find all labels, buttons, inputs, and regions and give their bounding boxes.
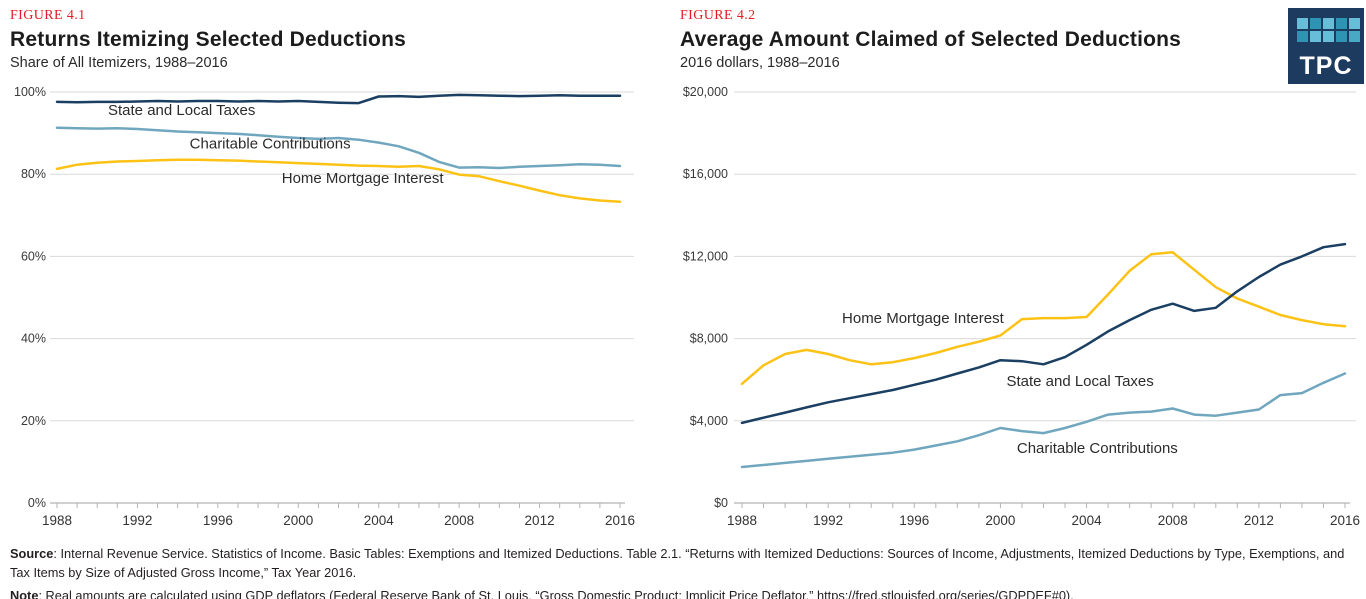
source-label: Source — [10, 546, 54, 561]
x-axis-tick-label: 2016 — [605, 513, 635, 528]
series-label-state-and-local-taxes: State and Local Taxes — [1006, 373, 1153, 390]
figure2-subtitle: 2016 dollars, 1988–2016 — [680, 55, 840, 71]
x-axis-tick-label: 2000 — [283, 513, 313, 528]
figure1-subtitle: Share of All Itemizers, 1988–2016 — [10, 55, 228, 71]
y-axis-tick-label: $20,000 — [683, 85, 728, 99]
series-label-charitable-contributions: Charitable Contributions — [190, 136, 351, 153]
y-axis-tick-label: $0 — [714, 496, 728, 510]
x-axis-tick-label: 2008 — [1158, 513, 1188, 528]
logo-square — [1336, 31, 1347, 42]
logo-square — [1336, 18, 1347, 29]
chart-average-amount-claimed: $0 $4,000 $8,000 $12,000 $16,000 $20,000 1988 1… — [678, 80, 1366, 542]
series-label-charitable-contributions: Charitable Contributions — [1017, 440, 1178, 457]
y-axis-tick-label: 0% — [28, 496, 46, 510]
chart-svg: $0 $4,000 $8,000 $12,000 $16,000 $20,000 1988 1… — [683, 85, 1360, 528]
y-axis-tick-label: 80% — [21, 167, 46, 181]
series-label-home-mortgage-interest: Home Mortgage Interest — [842, 310, 1005, 327]
footer-notes: Source: Internal Revenue Service. Statis… — [10, 545, 1358, 599]
x-axis-tick-label: 1996 — [203, 513, 233, 528]
figure2-header: FIGURE 4.2 Average Amount Claimed of Sel… — [680, 8, 1181, 71]
logo-square — [1297, 18, 1308, 29]
x-axis-tick-label: 1988 — [727, 513, 757, 528]
series-line-charitable-contributions — [740, 372, 1347, 469]
logo-square — [1349, 31, 1360, 42]
x-axis-tick-label: 1996 — [899, 513, 929, 528]
y-axis-tick-label: $16,000 — [683, 167, 728, 181]
figure2-title: Average Amount Claimed of Selected Deduc… — [680, 28, 1182, 51]
y-axis-tick-label: $8,000 — [690, 332, 728, 346]
logo-square — [1297, 31, 1308, 42]
figure1-header: FIGURE 4.1 Returns Itemizing Selected De… — [10, 8, 406, 71]
series-line-state-and-local-taxes — [55, 93, 622, 105]
series-label-home-mortgage-interest: Home Mortgage Interest — [282, 170, 445, 187]
y-axis-tick-label: $4,000 — [690, 414, 728, 428]
source-text: : Internal Revenue Service. Statistics o… — [10, 546, 1345, 580]
tpc-logo: TPC — [1288, 8, 1364, 84]
logo-square — [1349, 18, 1360, 29]
logo-square — [1310, 31, 1321, 42]
series-line-charitable-contributions — [55, 126, 622, 170]
x-axis-tick-label: 1992 — [122, 513, 152, 528]
x-axis-tick-label: 2008 — [444, 513, 474, 528]
deflator-note: Note: Real amounts are calculated using … — [10, 587, 1358, 599]
logo-square — [1310, 18, 1321, 29]
note-label: Note — [10, 588, 39, 599]
x-axis-tick-label: 2004 — [1072, 513, 1103, 528]
y-axis-tick-label: $12,000 — [683, 249, 728, 263]
figure1-title: Returns Itemizing Selected Deductions — [10, 28, 406, 51]
x-axis-tick-label: 2012 — [525, 513, 555, 528]
figure1-label: FIGURE 4.1 — [10, 8, 86, 23]
source-note: Source: Internal Revenue Service. Statis… — [10, 545, 1358, 582]
chart-svg: 0% 20% 40% 60% 80% 100% 1988 1992 1996 2000 2004 20… — [14, 85, 635, 528]
y-axis-tick-label: 20% — [21, 414, 46, 428]
x-axis-tick-label: 2000 — [985, 513, 1015, 528]
series-line-home-mortgage-interest — [740, 251, 1347, 386]
chart-returns-itemizing: 0% 20% 40% 60% 80% 100% 1988 1992 1996 2000 2004 20… — [0, 80, 672, 542]
tpc-logo-grid-icon — [1297, 18, 1360, 42]
tpc-logo-text: TPC — [1299, 52, 1353, 80]
x-axis-tick-label: 2004 — [364, 513, 395, 528]
logo-square — [1323, 31, 1334, 42]
x-axis-tick-label: 2016 — [1330, 513, 1360, 528]
y-axis-tick-label: 100% — [14, 85, 46, 99]
x-axis-tick-label: 1988 — [42, 513, 72, 528]
y-axis-tick-label: 40% — [21, 332, 46, 346]
series-line-home-mortgage-interest — [55, 158, 622, 203]
x-axis-tick-label: 1992 — [813, 513, 843, 528]
figure2-label: FIGURE 4.2 — [680, 8, 756, 23]
series-line-state-and-local-taxes — [740, 242, 1347, 425]
series-label-state-and-local-taxes: State and Local Taxes — [108, 102, 255, 119]
note-text: : Real amounts are calculated using GDP … — [38, 588, 1074, 599]
x-axis-tick-label: 2012 — [1244, 513, 1274, 528]
logo-square — [1323, 18, 1334, 29]
y-axis-tick-label: 60% — [21, 249, 46, 263]
